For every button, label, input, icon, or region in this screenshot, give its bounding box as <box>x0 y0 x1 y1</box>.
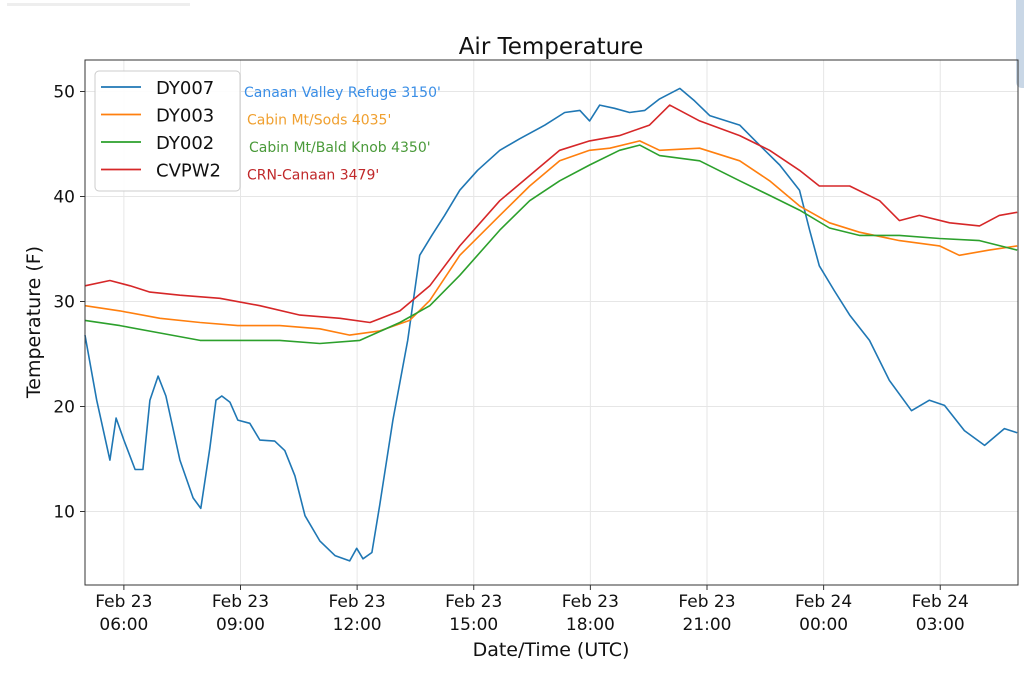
plot-frame <box>84 59 1019 586</box>
x-tick-label-time: 03:00 <box>916 615 965 635</box>
legend-label: DY007 <box>156 78 214 99</box>
legend: DY007 Canaan Valley Refuge 3150' DY003 Cabi… <box>94 70 441 192</box>
chart-title: Air Temperature <box>459 34 644 60</box>
y-tick-label: 20 <box>53 398 75 418</box>
top-edge-strip <box>7 3 190 6</box>
legend-label: CVPW2 <box>156 161 221 182</box>
x-tick-label-time: 12:00 <box>333 615 382 635</box>
x-tick-label-time: 18:00 <box>566 615 615 635</box>
x-tick-label-date: Feb 23 <box>95 592 152 612</box>
station-annotation: Canaan Valley Refuge 3150' <box>244 85 441 101</box>
right-edge-scroll-handle <box>1016 0 1024 88</box>
x-tick-label-date: Feb 23 <box>329 592 386 612</box>
x-tick-label-date: Feb 23 <box>212 592 269 612</box>
series-line-dy002 <box>84 144 1018 345</box>
x-tick-label-time: 21:00 <box>683 615 732 635</box>
legend-label: DY003 <box>156 106 214 127</box>
y-tick-label: 30 <box>53 293 75 313</box>
x-tick-label-date: Feb 23 <box>562 592 619 612</box>
station-annotation: CRN-Canaan 3479' <box>247 168 379 184</box>
series-line-cvpw2 <box>84 104 1018 324</box>
y-tick-label: 10 <box>53 503 75 523</box>
legend-box <box>94 70 241 192</box>
x-tick-label-time: 06:00 <box>99 615 148 635</box>
x-tick-label-time: 09:00 <box>216 615 265 635</box>
x-tick-label-date: Feb 24 <box>795 592 852 612</box>
x-tick-label-date: Feb 23 <box>678 592 735 612</box>
station-annotation: Cabin Mt/Sods 4035' <box>247 113 391 129</box>
x-tick-label-time: 15:00 <box>449 615 498 635</box>
y-axis-label: Temperature (F) <box>23 246 45 399</box>
y-tick-label: 50 <box>53 83 75 103</box>
series-line-dy003 <box>84 140 1018 336</box>
series-line-dy007 <box>84 87 1018 562</box>
x-tick-label-date: Feb 24 <box>912 592 969 612</box>
station-annotation: Cabin Mt/Bald Knob 4350' <box>249 140 431 156</box>
legend-label: DY002 <box>156 133 214 154</box>
x-tick-label-date: Feb 23 <box>445 592 502 612</box>
x-tick-label-time: 00:00 <box>799 615 848 635</box>
y-tick-label: 40 <box>53 188 75 208</box>
x-axis-label: Date/Time (UTC) <box>473 639 630 661</box>
